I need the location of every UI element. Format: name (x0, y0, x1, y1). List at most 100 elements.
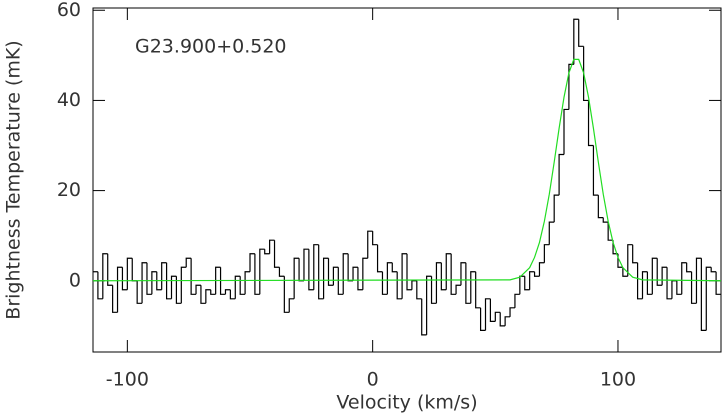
spectrum-channel (465, 262, 471, 304)
spectrum-channel (470, 271, 476, 304)
spectrum-channel (479, 307, 486, 331)
x-tick-label: 100 (600, 369, 636, 391)
spectrum-channel (386, 262, 393, 295)
spectrum-channel (690, 271, 697, 304)
y-tick-label: 40 (57, 89, 81, 111)
spectrum-channel (121, 267, 128, 291)
spectrum-channel (636, 262, 643, 300)
spectrum-channel (254, 253, 260, 295)
spectrum-channel (146, 262, 152, 295)
spectrum-channel (332, 266, 339, 286)
spectrum-channel (136, 280, 143, 304)
spectrum-channel (681, 262, 687, 295)
spectrum-channel (578, 19, 584, 47)
spectrum-channel (342, 253, 349, 295)
spectrum-channel (259, 248, 265, 295)
spectrum-channel (602, 217, 609, 223)
spectrum-channel (97, 271, 103, 300)
spectrum-channel (161, 262, 167, 290)
spectrum-channel (499, 312, 506, 327)
spectrum-channel (440, 262, 447, 291)
spectrum-channel (533, 271, 540, 277)
spectrum-channel (298, 258, 304, 282)
spectrum-channel (376, 244, 383, 273)
plot-frame (92, 7, 722, 353)
spectrum-channel (347, 253, 354, 282)
spectrum-channel (327, 258, 334, 286)
spectrum-channel (597, 195, 604, 219)
spectrum-channel (318, 244, 324, 300)
spectrum-channel (322, 257, 329, 299)
y-tick-label: 20 (57, 179, 81, 201)
spectrum-channel (504, 316, 511, 326)
spectrum-channel (102, 253, 108, 299)
spectrum-channel (200, 285, 206, 304)
x-tick-label: 0 (367, 369, 379, 391)
spectrum-channel (641, 271, 648, 299)
y-axis-label: Brightness Temperature (mK) (3, 40, 25, 319)
spectrum-channel (543, 244, 550, 263)
x-axis-label: Velocity (km/s) (336, 392, 477, 414)
spectrum-channel (426, 275, 432, 335)
spectrum-channel (671, 280, 677, 299)
spectrum-channel (112, 285, 118, 313)
spectrum-channel (519, 275, 525, 295)
spectrum-channel (632, 244, 638, 264)
spectrum-channel (107, 253, 113, 286)
spectrum-channel (205, 289, 211, 304)
spectrum-channel (646, 271, 653, 295)
spectrum-channel (416, 280, 422, 300)
spectrum-channel (700, 258, 707, 331)
spectrum-channel (278, 267, 285, 277)
spectrum-channel (445, 253, 452, 290)
spectrum-channel (450, 253, 457, 295)
spectrum-channel (695, 257, 702, 304)
spectrum-channel (558, 153, 564, 196)
chart-title: G23.900+0.520 (135, 36, 287, 58)
spectrum-channel (165, 262, 172, 300)
spectrum-channel (583, 46, 589, 102)
spectrum-channel (563, 108, 569, 155)
spectrum-channel (651, 257, 658, 295)
spectrum-channel (352, 266, 358, 281)
spectrum-channel (288, 298, 295, 313)
spectrum-channel (185, 257, 192, 268)
spectrum-channel (489, 298, 496, 322)
spectrum-channel (710, 267, 717, 273)
spectrum-channel (401, 253, 407, 299)
spectrum-channel (514, 293, 520, 308)
spectrum-channel (573, 18, 579, 65)
spectrum-channel (661, 266, 668, 286)
spectrum-channel (592, 145, 599, 196)
spectrum-channel (273, 240, 280, 268)
spectrum-channel (283, 276, 290, 313)
spectrum-channel (372, 231, 378, 246)
gaussian-fit (92, 58, 722, 282)
spectrum-channel (381, 271, 388, 295)
spectrum-channel (195, 284, 201, 295)
spectrum-channel (367, 230, 373, 259)
spectrum-channel (141, 262, 147, 304)
spectrum-channel (607, 222, 614, 241)
spectrum-channel (215, 266, 221, 295)
spectrum-channel (224, 289, 231, 295)
spectrum-channel (524, 276, 530, 291)
spectrum-channel (406, 253, 412, 291)
spectrum-channel (686, 262, 692, 273)
spectrum-channel (190, 258, 197, 295)
spectrum-channel (170, 275, 177, 299)
spectrum-channel (622, 267, 628, 277)
spectrum-channel (308, 249, 314, 291)
spectrum-channel (538, 262, 545, 277)
spectrum-channel (435, 262, 442, 304)
spectrum-channel (131, 258, 138, 282)
spectrum-channel (156, 271, 162, 291)
spectrum-channel (126, 257, 133, 290)
spectrum-channel (391, 262, 398, 273)
spectrum-channel (293, 257, 300, 299)
spectrum-channel (587, 100, 594, 147)
spectrum-channel (357, 267, 363, 291)
spectrum-channel (396, 271, 403, 300)
spectrum-channel (494, 311, 501, 322)
